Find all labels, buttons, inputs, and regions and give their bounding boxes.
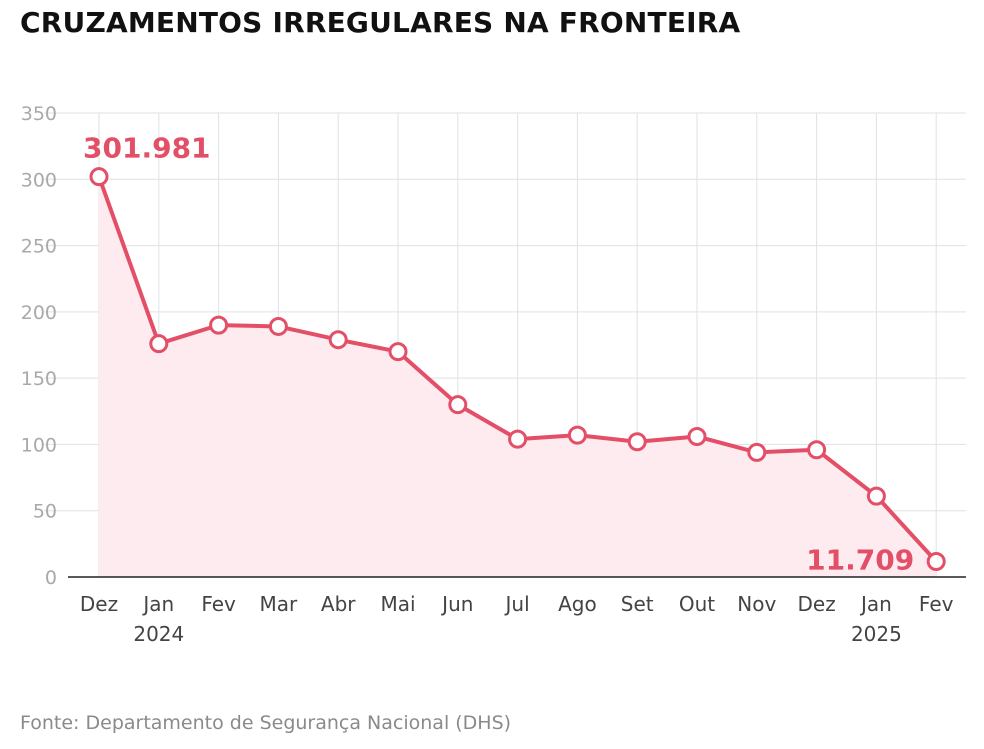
y-tick-label: 350 <box>21 103 57 125</box>
y-tick-labels: 0 50 100 150 200 250 300 350 <box>21 103 57 589</box>
x-tick-label: Fev <box>201 592 236 616</box>
data-point-4 <box>328 330 348 350</box>
y-tick-label: 50 <box>33 501 57 523</box>
data-point-14 <box>926 551 946 571</box>
data-label: 301.981 <box>83 132 211 165</box>
x-tick-labels: Dez Jan Fev Mar Abr Mai Jun Jul Ago Set Out Nov Dez J… <box>80 592 954 646</box>
area-fill <box>99 176 937 577</box>
y-tick-label: 250 <box>21 236 57 258</box>
year-label: 2025 <box>851 622 902 646</box>
x-tick-label: Mai <box>380 592 415 616</box>
y-tick-label: 200 <box>21 302 57 324</box>
data-point-6 <box>448 395 468 415</box>
y-tick-label: 0 <box>45 567 57 589</box>
data-point-5 <box>388 342 408 362</box>
x-tick-label: Nov <box>737 592 776 616</box>
data-point-10 <box>687 426 707 446</box>
x-tick-label: Jun <box>440 592 473 616</box>
data-label: 11.709 <box>806 543 914 576</box>
data-point-12 <box>807 440 827 460</box>
data-point-2 <box>209 315 229 335</box>
x-tick-label: Dez <box>797 592 835 616</box>
y-tick-label: 100 <box>21 434 57 456</box>
source-note: Fonte: Departamento de Segurança Naciona… <box>20 712 512 734</box>
x-tick-label: Jul <box>504 592 530 616</box>
x-tick-label: Abr <box>321 592 356 616</box>
x-tick-label: Ago <box>558 592 597 616</box>
x-tick-label: Dez <box>80 592 118 616</box>
line-chart: 0 50 100 150 200 250 300 350 Dez Jan Fev Mar Abr Mai… <box>21 103 966 646</box>
y-tick-label: 300 <box>21 169 57 191</box>
chart-title: CRUZAMENTOS IRREGULARES NA FRONTEIRA <box>20 6 741 39</box>
data-point-7 <box>508 429 528 449</box>
data-point-13 <box>866 486 886 506</box>
data-labels: 301.981 11.709 <box>83 132 914 577</box>
x-tick-label: Jan <box>859 592 892 616</box>
x-tick-label: Jan <box>141 592 174 616</box>
year-label: 2024 <box>133 622 184 646</box>
x-tick-label: Set <box>621 592 654 616</box>
data-point-1 <box>149 334 169 354</box>
x-tick-label: Fev <box>919 592 954 616</box>
x-tick-label: Out <box>679 592 715 616</box>
y-tick-label: 150 <box>21 368 57 390</box>
data-point-markers <box>89 167 946 571</box>
data-point-11 <box>747 442 767 462</box>
data-point-0 <box>89 167 109 187</box>
x-tick-label: Mar <box>260 592 299 616</box>
data-point-3 <box>268 316 288 336</box>
data-point-9 <box>627 432 647 452</box>
data-point-8 <box>567 425 587 445</box>
